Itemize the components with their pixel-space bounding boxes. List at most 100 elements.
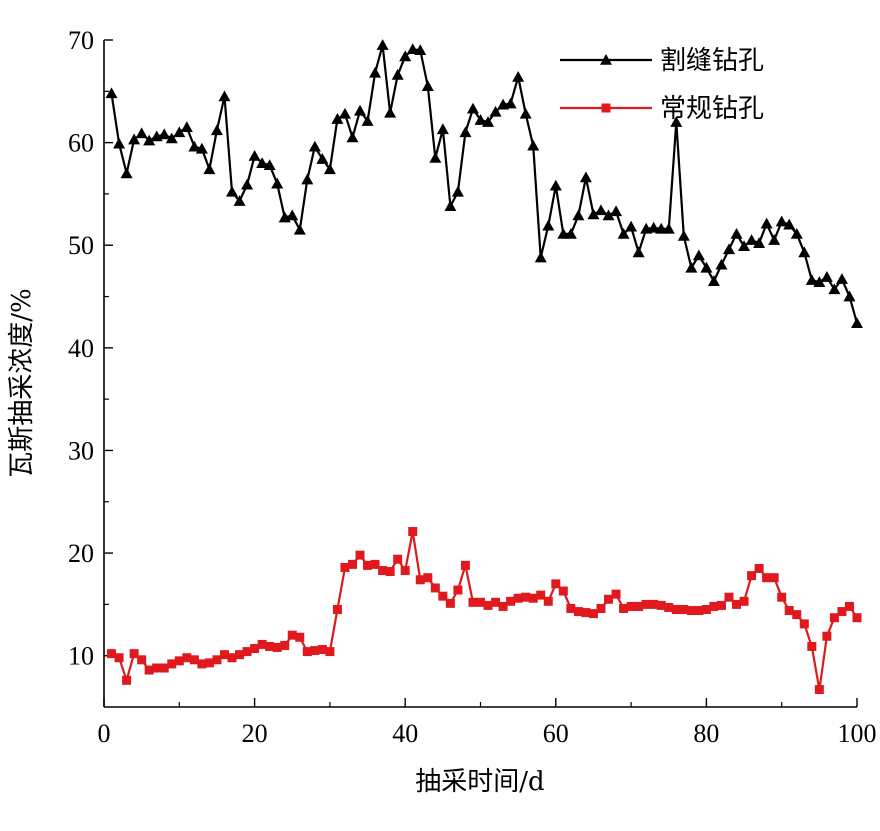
series-line xyxy=(110,43,859,324)
data-point xyxy=(295,632,305,642)
data-point xyxy=(129,649,139,659)
data-point xyxy=(747,571,757,581)
data-point xyxy=(347,559,357,569)
x-tick-label: 100 xyxy=(838,719,877,748)
data-point xyxy=(820,271,833,282)
data-point xyxy=(594,204,607,216)
data-point xyxy=(122,675,132,685)
data-point xyxy=(286,209,299,221)
data-point xyxy=(393,554,403,564)
data-point xyxy=(558,586,568,596)
data-point xyxy=(588,609,598,619)
data-point xyxy=(542,219,555,231)
data-point xyxy=(459,126,472,138)
data-point xyxy=(519,107,532,119)
data-point xyxy=(814,685,824,695)
data-point xyxy=(722,243,735,255)
data-point xyxy=(242,647,252,657)
data-point xyxy=(573,607,583,617)
data-point xyxy=(271,177,284,189)
data-point xyxy=(323,163,336,175)
data-point xyxy=(423,573,433,583)
data-point xyxy=(762,573,772,583)
data-point xyxy=(280,640,290,650)
data-point xyxy=(579,171,592,183)
data-point xyxy=(451,185,464,197)
data-point xyxy=(543,596,553,606)
data-point xyxy=(302,647,312,657)
x-axis-title: 抽采时间/d xyxy=(415,767,544,797)
data-point xyxy=(158,128,171,140)
data-point xyxy=(135,127,148,139)
data-point xyxy=(204,658,214,668)
data-point xyxy=(655,222,668,234)
data-point xyxy=(753,237,766,248)
x-tick-label: 20 xyxy=(242,719,268,748)
legend-item: 割缝钻孔 xyxy=(560,46,764,76)
data-point xyxy=(203,163,216,175)
data-point xyxy=(256,157,269,168)
data-point xyxy=(647,221,660,233)
data-point xyxy=(189,655,199,665)
data-point xyxy=(760,217,773,229)
data-point xyxy=(363,560,373,570)
data-point xyxy=(783,218,796,230)
data-point xyxy=(143,134,156,146)
data-point xyxy=(602,209,615,221)
data-point xyxy=(355,550,365,560)
data-point xyxy=(528,593,538,603)
data-point xyxy=(415,575,425,585)
data-point xyxy=(557,227,570,239)
legend-label: 常规钻孔 xyxy=(660,94,764,124)
y-tick-label: 60 xyxy=(68,129,94,158)
data-point xyxy=(634,601,644,611)
y-tick-label: 40 xyxy=(68,334,94,363)
data-point xyxy=(340,562,350,572)
data-point xyxy=(671,605,681,615)
data-point xyxy=(226,185,239,197)
data-point xyxy=(120,167,133,179)
data-point xyxy=(173,126,186,138)
data-point xyxy=(843,290,856,302)
data-point xyxy=(421,80,434,91)
data-point xyxy=(730,227,743,239)
data-point xyxy=(436,123,449,135)
data-point xyxy=(257,639,267,649)
data-point xyxy=(197,659,207,669)
data-point xyxy=(468,597,478,607)
data-point xyxy=(521,592,531,602)
data-point xyxy=(844,601,854,611)
data-point xyxy=(572,209,585,221)
axes: 0 20 40 60 80 100 10 20 30 40 50 60 70 xyxy=(68,26,877,748)
data-point xyxy=(250,644,260,654)
data-point xyxy=(504,97,517,109)
data-point xyxy=(513,593,523,603)
data-point xyxy=(656,600,666,610)
data-point xyxy=(376,39,389,50)
series-layer xyxy=(105,39,863,695)
data-point xyxy=(596,603,606,613)
data-point xyxy=(784,606,794,616)
data-point xyxy=(195,142,208,154)
data-point xyxy=(438,591,448,601)
data-point xyxy=(506,596,516,606)
data-point xyxy=(619,603,629,613)
series-line xyxy=(110,530,858,691)
data-point xyxy=(466,102,479,114)
data-point xyxy=(445,598,455,608)
data-point xyxy=(378,566,388,576)
data-point xyxy=(581,608,591,618)
data-point xyxy=(851,317,863,329)
data-point xyxy=(534,251,547,263)
data-point xyxy=(587,208,600,220)
data-point xyxy=(414,44,427,56)
data-point xyxy=(385,567,395,577)
data-point xyxy=(692,249,705,261)
data-point xyxy=(709,601,719,611)
y-axis-title: 瓦斯抽采浓度/% xyxy=(7,288,37,477)
data-point xyxy=(233,195,246,206)
data-point xyxy=(489,105,502,117)
legend-marker xyxy=(601,103,611,113)
x-tick-label: 80 xyxy=(693,719,719,748)
